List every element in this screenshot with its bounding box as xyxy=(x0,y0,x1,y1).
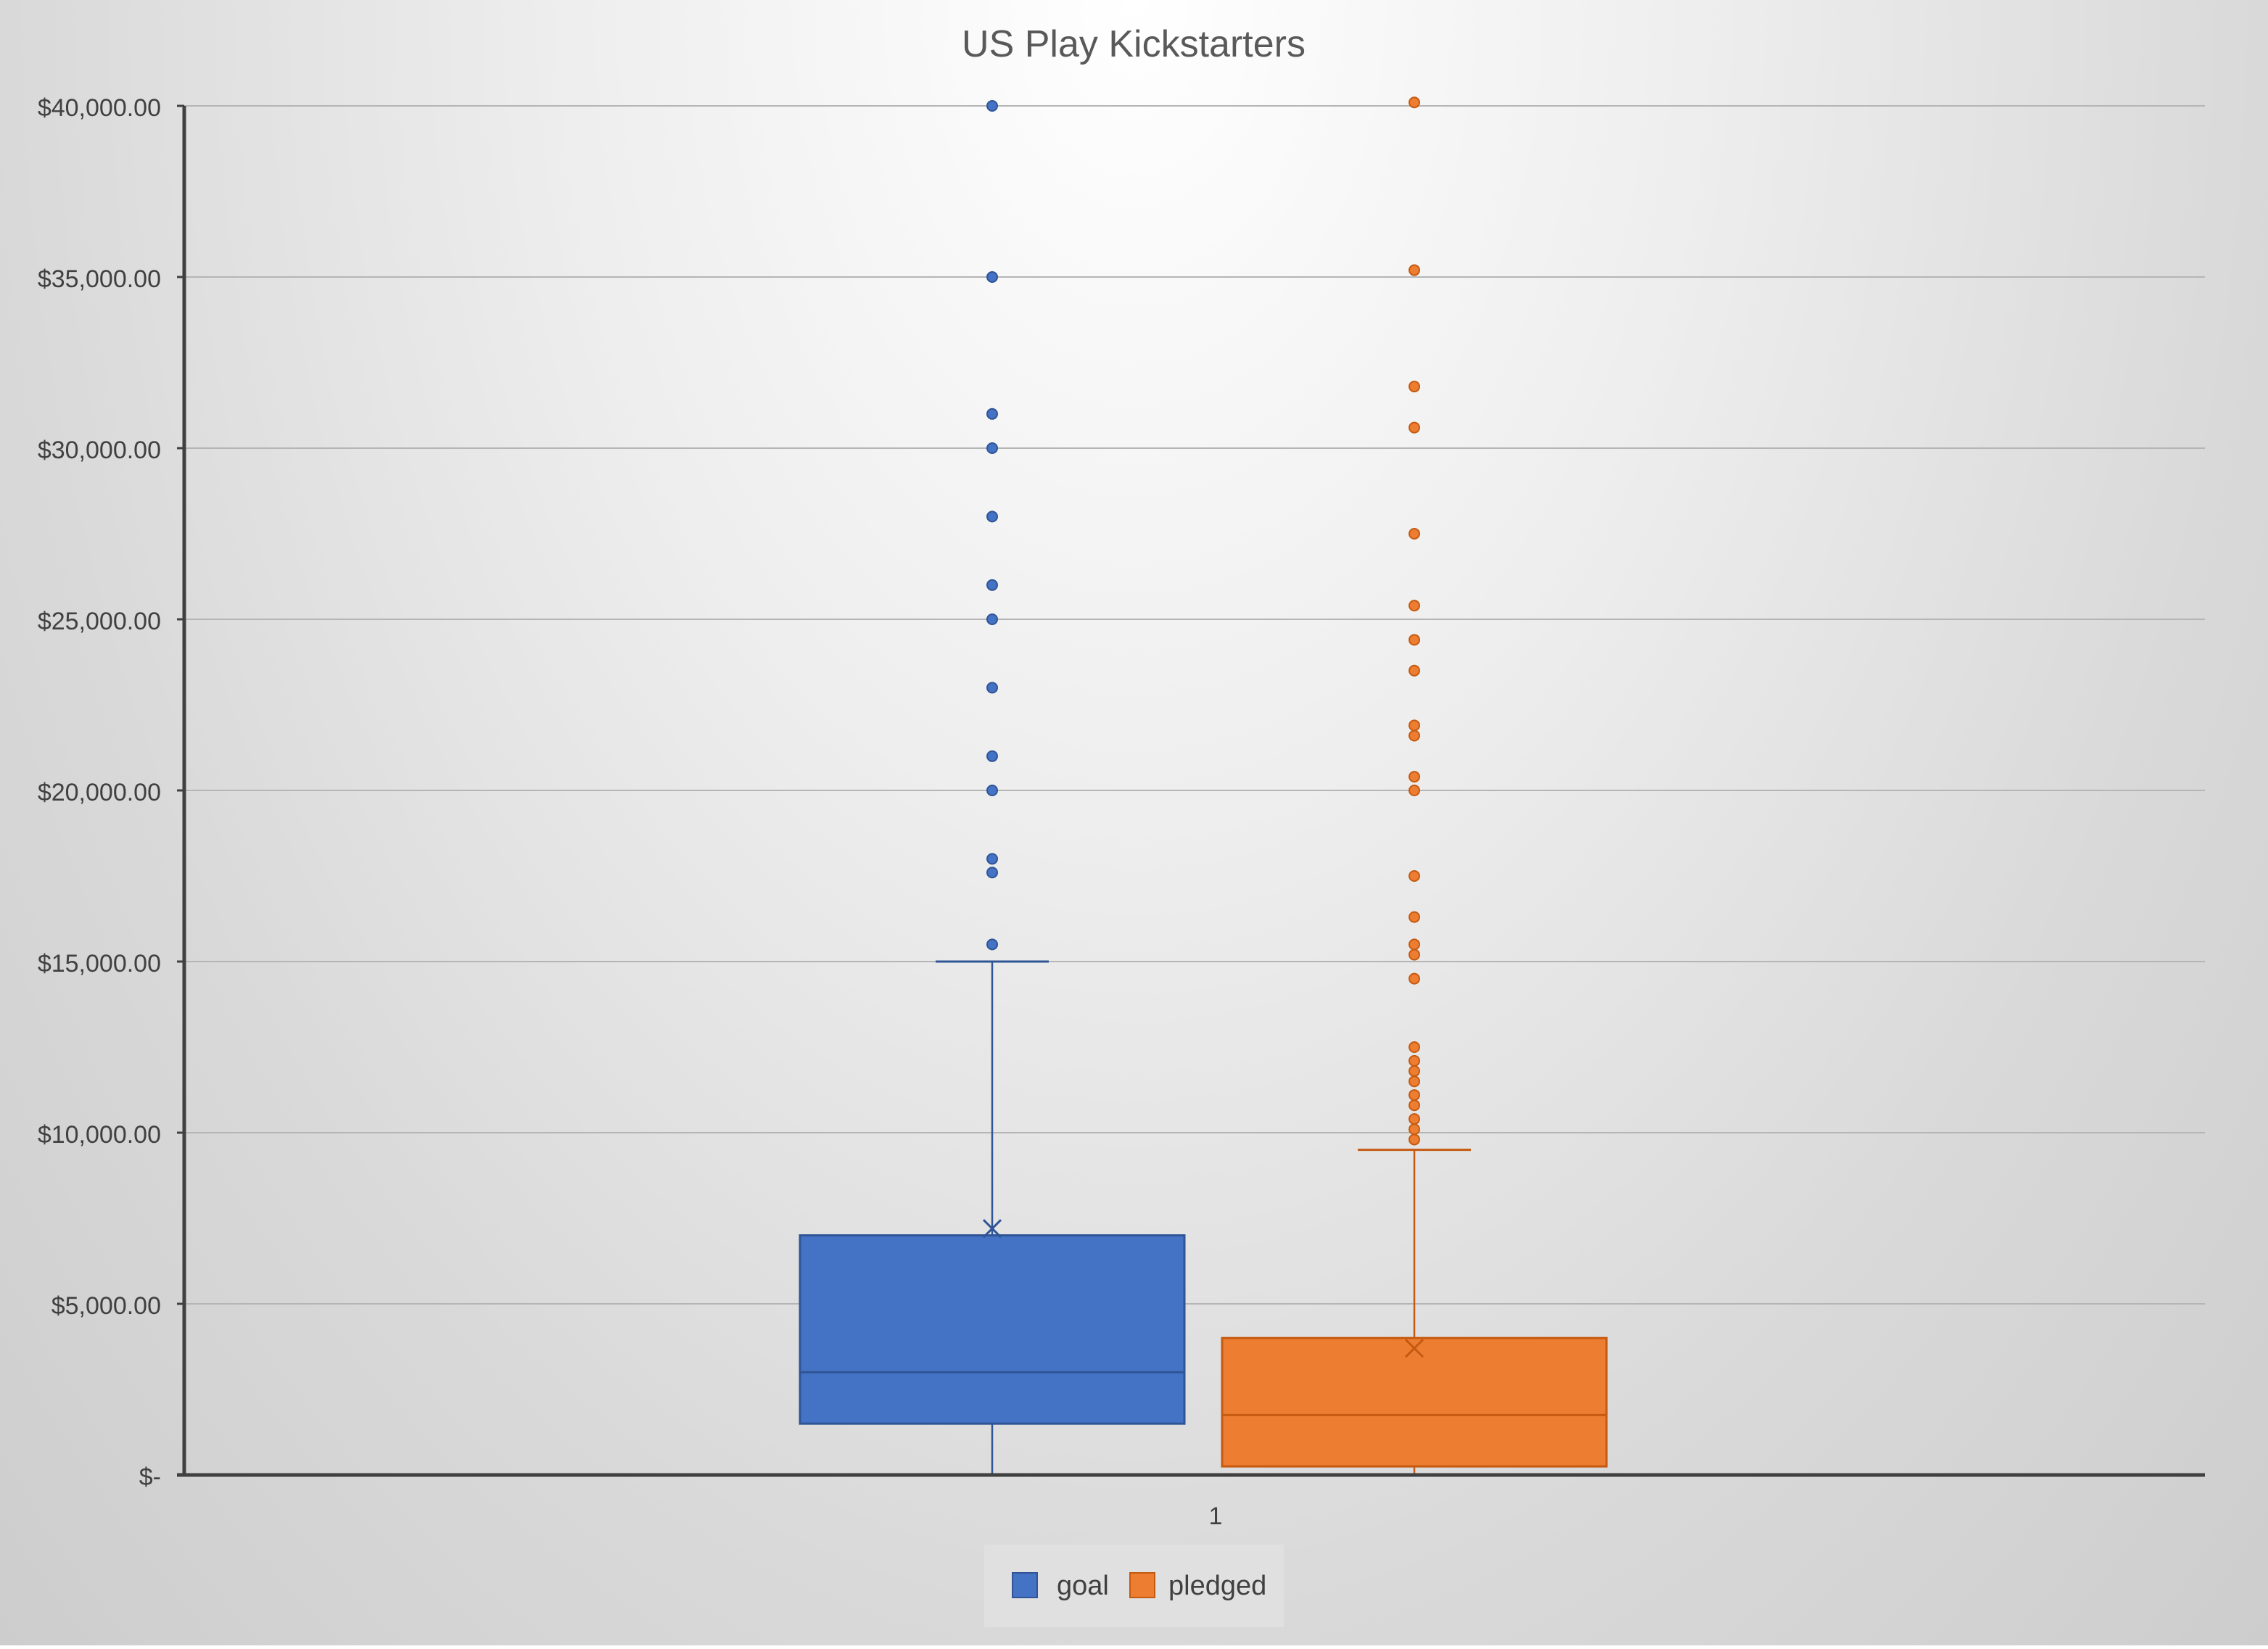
outlier-point xyxy=(1409,1099,1420,1112)
mean-marker-stroke xyxy=(982,1219,1002,1239)
x-axis-tick-labels: 1 xyxy=(1209,1503,1223,1530)
box-goal xyxy=(799,100,1186,1475)
outlier-point xyxy=(1409,664,1420,677)
chart-title: US Play Kickstarters xyxy=(962,23,1306,65)
outlier-point xyxy=(1409,911,1420,923)
y-tick-label: $35,000.00 xyxy=(38,265,161,293)
mean-marker-stroke xyxy=(1404,1339,1424,1358)
outlier-point xyxy=(1409,381,1420,393)
outlier-point xyxy=(986,613,998,625)
outlier-point xyxy=(1409,1041,1420,1053)
legend: goal pledged xyxy=(984,1545,1284,1627)
outlier-point xyxy=(1409,528,1420,540)
y-axis-tick-labels: $- $5,000.00 $10,000.00 $15,000.00 $20,000.0… xyxy=(38,94,184,1491)
outlier-point xyxy=(1409,870,1420,882)
outlier-point xyxy=(1409,421,1420,434)
outlier-point xyxy=(1409,949,1420,961)
outlier-point xyxy=(986,408,998,420)
legend-swatch-pledged xyxy=(1129,1572,1155,1598)
outlier-point xyxy=(1409,600,1420,612)
outlier-point xyxy=(986,682,998,694)
mean-marker xyxy=(982,1219,1002,1239)
outlier-point xyxy=(1409,1113,1420,1125)
outlier-point xyxy=(1409,785,1420,796)
box-iqr xyxy=(1221,1336,1608,1468)
y-tick-label: $5,000.00 xyxy=(51,1292,161,1320)
y-tick-label: $30,000.00 xyxy=(38,437,161,464)
outlier-point xyxy=(1409,972,1420,985)
outlier-point xyxy=(986,867,998,879)
outlier-point xyxy=(1409,1054,1420,1067)
box-series xyxy=(799,96,1608,1475)
legend-label-goal: goal xyxy=(1057,1571,1109,1601)
outlier-point xyxy=(986,853,998,865)
y-tick-label: $15,000.00 xyxy=(38,950,161,978)
outlier-point xyxy=(986,579,998,591)
outlier-point xyxy=(1409,1065,1420,1078)
outlier-point xyxy=(1409,730,1420,742)
outlier-point xyxy=(1409,938,1420,951)
outlier-point xyxy=(986,442,998,454)
outlier-point xyxy=(1409,1075,1420,1088)
outlier-point xyxy=(1409,1133,1420,1146)
y-tick-label: $40,000.00 xyxy=(38,94,161,122)
outlier-point xyxy=(1409,1123,1420,1136)
outlier-point xyxy=(1409,1089,1420,1102)
outlier-point xyxy=(986,785,998,796)
outlier-point xyxy=(1409,634,1420,646)
box-pledged xyxy=(1221,96,1608,1475)
axes xyxy=(177,106,2205,1477)
outlier-point xyxy=(986,750,998,762)
outlier-point xyxy=(1409,771,1420,783)
outlier-point xyxy=(986,938,998,951)
legend-swatch-goal xyxy=(1012,1572,1038,1598)
x-tick-label: 1 xyxy=(1209,1503,1223,1530)
gridlines xyxy=(184,105,2205,1305)
outlier-point xyxy=(1409,96,1420,109)
outlier-point xyxy=(1409,264,1420,276)
legend-label-pledged: pledged xyxy=(1168,1571,1266,1601)
outlier-point xyxy=(986,100,998,112)
mean-marker xyxy=(1404,1339,1424,1358)
y-tick-label: $25,000.00 xyxy=(38,608,161,635)
y-tick-label: $10,000.00 xyxy=(38,1121,161,1149)
outlier-point xyxy=(1409,719,1420,732)
outlier-point xyxy=(986,511,998,523)
y-tick-label: $- xyxy=(139,1463,161,1491)
box-iqr xyxy=(799,1234,1186,1425)
outlier-point xyxy=(986,271,998,283)
y-tick-label: $20,000.00 xyxy=(38,779,161,806)
